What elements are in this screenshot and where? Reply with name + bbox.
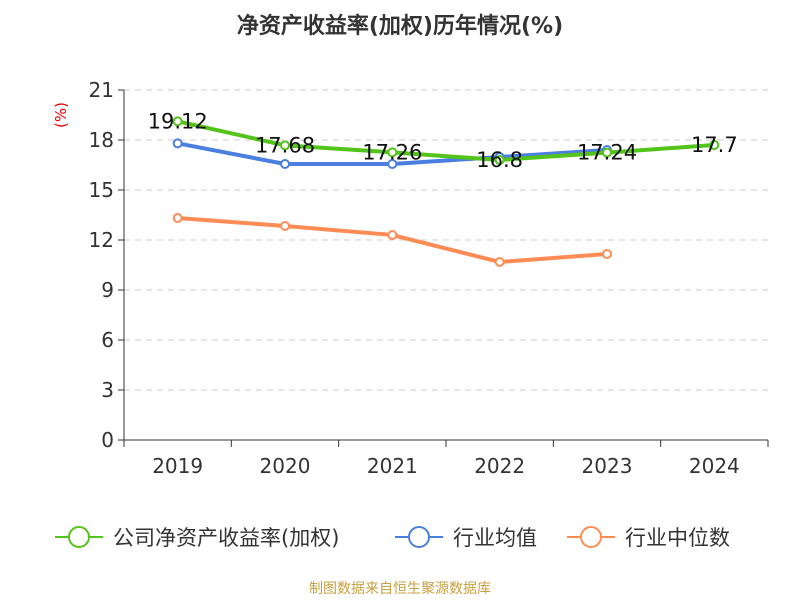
data-label: 16.8 bbox=[476, 148, 523, 172]
y-tick-label: 18 bbox=[89, 128, 114, 152]
data-point bbox=[172, 116, 183, 127]
data-point bbox=[387, 230, 398, 240]
x-tick-label: 2020 bbox=[260, 454, 311, 478]
x-tick-label: 2023 bbox=[582, 454, 633, 478]
x-tick-label: 2022 bbox=[474, 454, 525, 478]
y-tick-label: 12 bbox=[89, 228, 114, 252]
x-tick-label: 2024 bbox=[689, 454, 740, 478]
legend-label: 行业均值 bbox=[453, 526, 537, 550]
data-point bbox=[387, 159, 398, 169]
series-line bbox=[177, 119, 715, 163]
data-point bbox=[280, 159, 290, 169]
data-label: 17.26 bbox=[362, 140, 422, 164]
source-note: 制图数据来自恒生聚源数据库 bbox=[309, 581, 491, 597]
y-tick-label: 3 bbox=[101, 378, 114, 402]
y-tick-label: 21 bbox=[89, 78, 114, 102]
legend-marker bbox=[580, 526, 602, 548]
data-point bbox=[387, 147, 398, 158]
data-point bbox=[709, 140, 720, 150]
data-label: 19.12 bbox=[148, 109, 208, 133]
legend-label: 行业中位数 bbox=[625, 526, 730, 550]
y-tick-label: 0 bbox=[101, 428, 114, 452]
y-tick-label: 15 bbox=[89, 178, 114, 202]
data-point bbox=[172, 138, 183, 149]
legend-marker bbox=[68, 526, 90, 548]
data-point bbox=[602, 147, 612, 158]
data-point bbox=[602, 249, 612, 259]
y-tick-label: 9 bbox=[101, 278, 114, 302]
data-point bbox=[280, 221, 290, 231]
data-point bbox=[494, 257, 505, 267]
x-tick-label: 2019 bbox=[152, 454, 203, 478]
data-label: 17.24 bbox=[577, 141, 637, 165]
data-point bbox=[494, 155, 505, 165]
legend-marker bbox=[408, 526, 430, 548]
x-tick-label: 2021 bbox=[367, 454, 418, 478]
data-point bbox=[172, 213, 183, 223]
data-label: 17.68 bbox=[255, 133, 315, 157]
data-point bbox=[280, 140, 290, 151]
y-tick-label: 6 bbox=[101, 328, 114, 352]
chart-title: 净资产收益率(加权)历年情况(%) bbox=[236, 14, 564, 39]
data-label: 17.7 bbox=[691, 133, 738, 157]
legend-label: 公司净资产收益率(加权) bbox=[113, 526, 339, 550]
